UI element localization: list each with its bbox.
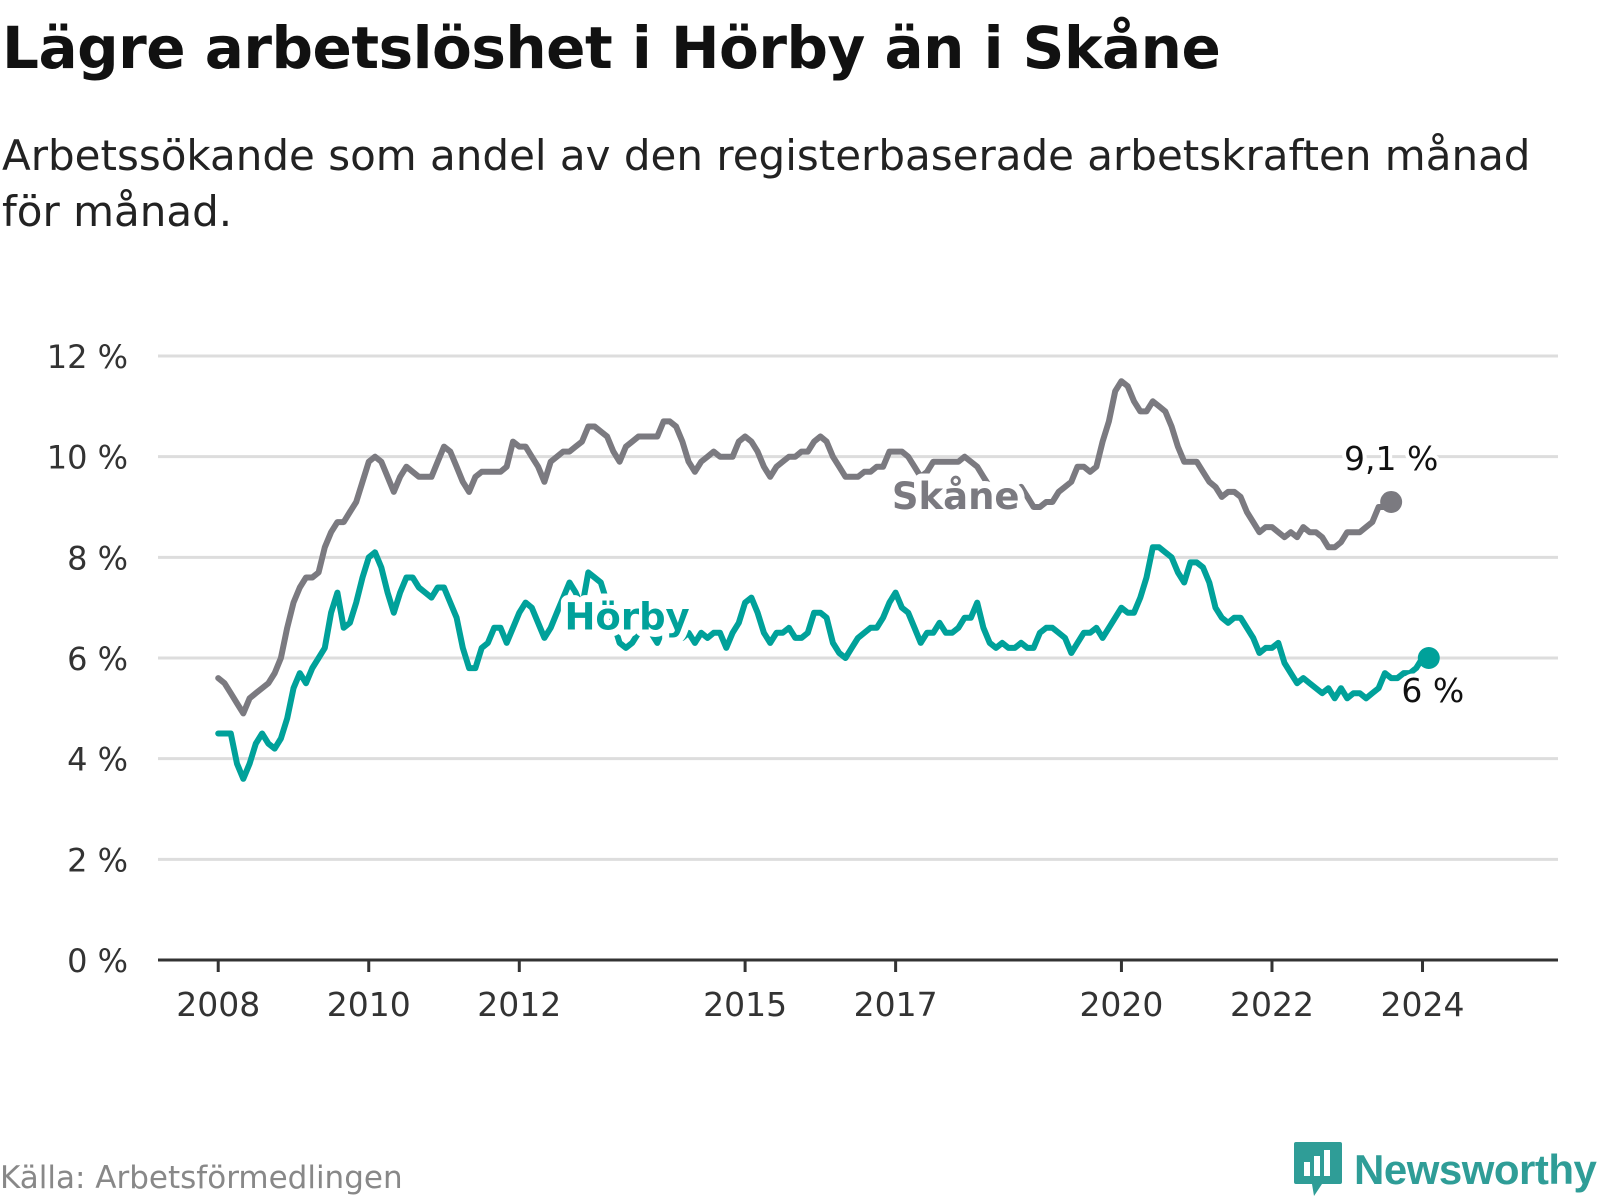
y-tick-label-2: 2 % (67, 841, 128, 879)
chart-subtitle: Arbetssökande som andel av den registerb… (2, 131, 1531, 236)
brand-logo[interactable]: Newsworthy (1292, 1140, 1597, 1200)
y-tick-label-0: 0 % (67, 942, 128, 980)
source-note: Källa: Arbetsförmedlingen (0, 1160, 403, 1196)
grid-lines (158, 354, 1558, 861)
x-tick-label-2024: 2024 (1381, 985, 1465, 1024)
brand-name: Newsworthy (1354, 1146, 1597, 1193)
series-line-skane (215, 378, 1395, 717)
y-tick-label-10: 10 % (47, 439, 128, 477)
end-value-label-horby: 6 % (1401, 671, 1464, 710)
x-tick-label-2017: 2017 (854, 985, 938, 1024)
x-tick-label-2010: 2010 (327, 985, 411, 1024)
end-point-horby (1417, 647, 1440, 669)
series-line-horby (215, 544, 1432, 782)
line-chart: 0 % 2 % 4 % 6 % 8 % 10 % 12 % 2008 2010 2012 2015… (47, 338, 1558, 1024)
newsworthy-logo-icon (1294, 1142, 1342, 1196)
series-label-horby: Hörby (564, 596, 689, 639)
y-axis-ticks: 0 % 2 % 4 % 6 % 8 % 10 % 12 % (47, 338, 128, 980)
x-tick-label-2012: 2012 (477, 985, 561, 1024)
chart-title: Lägre arbetslöshet i Hörby än i Skåne (2, 14, 1221, 82)
end-value-label-skane: 9,1 % (1344, 439, 1438, 478)
series-label-skane: Skåne (892, 475, 1020, 518)
x-axis-ticks: 2008 2010 2012 2015 2017 2020 2022 2024 (158, 958, 1558, 1024)
y-tick-label-6: 6 % (67, 640, 128, 678)
x-tick-label-2015: 2015 (703, 985, 787, 1024)
x-tick-label-2020: 2020 (1079, 985, 1163, 1024)
y-tick-label-8: 8 % (67, 539, 128, 577)
y-tick-label-12: 12 % (47, 338, 128, 376)
y-tick-label-4: 4 % (67, 741, 128, 779)
x-tick-label-2008: 2008 (176, 985, 260, 1024)
end-point-skane (1380, 490, 1403, 513)
series-labels: 9,1 % Skåne 6 % Hörby (557, 435, 1468, 714)
series-lines (215, 378, 1440, 782)
x-tick-label-2022: 2022 (1230, 985, 1314, 1024)
